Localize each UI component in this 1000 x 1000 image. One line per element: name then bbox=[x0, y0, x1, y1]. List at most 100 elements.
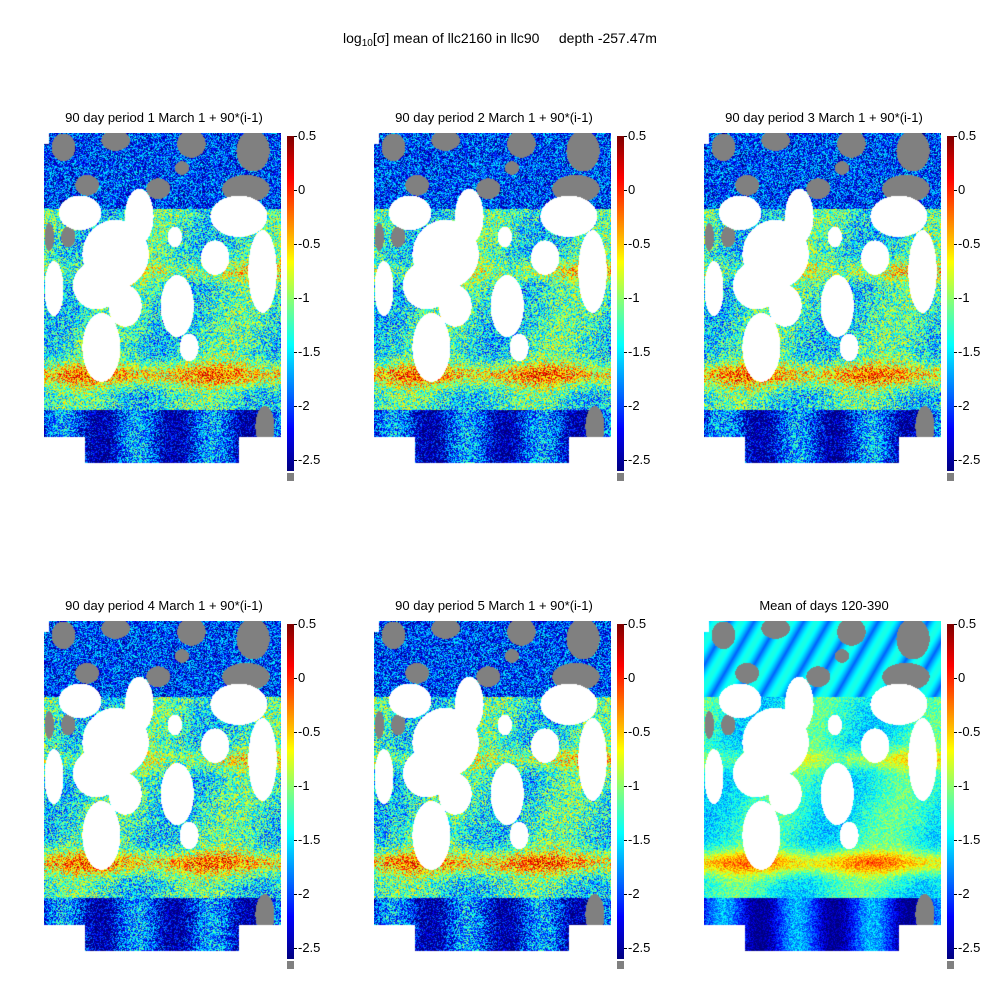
colorbar-tick-label: 0 bbox=[958, 182, 966, 197]
heatmap-image bbox=[704, 621, 941, 966]
panel-title: 90 day period 4 March 1 + 90*(i-1) bbox=[65, 598, 263, 613]
colorbar-tick bbox=[294, 894, 297, 895]
colorbar-tick-label: 0.5 bbox=[628, 616, 647, 631]
colorbar-tick bbox=[624, 732, 627, 733]
colorbar-tick bbox=[954, 840, 957, 841]
colorbar-tick bbox=[954, 678, 957, 679]
colorbar-tick-label: 0.5 bbox=[628, 128, 647, 143]
colorbar bbox=[287, 624, 294, 959]
colorbar-tick bbox=[954, 460, 957, 461]
panel-title: 90 day period 2 March 1 + 90*(i-1) bbox=[395, 110, 593, 125]
colorbar-tick-label: -1.5 bbox=[628, 832, 651, 847]
colorbar-tick bbox=[294, 460, 297, 461]
colorbar-tick bbox=[624, 406, 627, 407]
colorbar-tick-label: -1 bbox=[958, 778, 970, 793]
panel-title: Mean of days 120-390 bbox=[759, 598, 889, 613]
colorbar-tick bbox=[624, 786, 627, 787]
colorbar-tick-label: -1.5 bbox=[958, 832, 981, 847]
colorbar-tick bbox=[294, 352, 297, 353]
colorbar-tick-label: -2 bbox=[298, 398, 310, 413]
heatmap-image bbox=[44, 133, 281, 478]
colorbar bbox=[617, 624, 624, 959]
colorbar bbox=[947, 136, 954, 471]
colorbar-tick bbox=[294, 190, 297, 191]
colorbar-missing-swatch bbox=[287, 473, 294, 481]
colorbar-tick-label: 0.5 bbox=[298, 616, 317, 631]
colorbar-tick bbox=[624, 624, 627, 625]
colorbar-tick bbox=[624, 894, 627, 895]
colorbar-tick bbox=[624, 190, 627, 191]
colorbar-tick-label: -0.5 bbox=[298, 724, 321, 739]
colorbar-tick-label: -1 bbox=[298, 778, 310, 793]
colorbar-tick-label: 0 bbox=[958, 670, 966, 685]
colorbar-tick bbox=[954, 244, 957, 245]
colorbar-tick-label: -0.5 bbox=[628, 724, 651, 739]
colorbar-tick-label: -2.5 bbox=[628, 940, 651, 955]
colorbar bbox=[947, 624, 954, 959]
colorbar-tick bbox=[624, 948, 627, 949]
panel-title: 90 day period 5 March 1 + 90*(i-1) bbox=[395, 598, 593, 613]
colorbar-tick bbox=[954, 190, 957, 191]
colorbar bbox=[617, 136, 624, 471]
colorbar-tick-label: -1 bbox=[298, 290, 310, 305]
colorbar-tick bbox=[294, 136, 297, 137]
colorbar-tick-label: -1.5 bbox=[628, 344, 651, 359]
colorbar-tick-label: -1.5 bbox=[958, 344, 981, 359]
colorbar-tick bbox=[294, 732, 297, 733]
colorbar-missing-swatch bbox=[947, 961, 954, 969]
colorbar-tick bbox=[624, 352, 627, 353]
colorbar-tick-label: -0.5 bbox=[298, 236, 321, 251]
colorbar-tick-label: -2.5 bbox=[298, 452, 321, 467]
colorbar-missing-swatch bbox=[287, 961, 294, 969]
title-rest: mean of llc2160 in llc90 depth -257.47m bbox=[389, 30, 657, 46]
title-subscript: 10 bbox=[361, 38, 373, 49]
colorbar bbox=[287, 136, 294, 471]
heatmap-image bbox=[374, 621, 611, 966]
colorbar-tick bbox=[954, 786, 957, 787]
colorbar-tick-label: 0.5 bbox=[958, 616, 977, 631]
colorbar-tick-label: 0 bbox=[628, 670, 636, 685]
colorbar-tick-label: -1 bbox=[628, 778, 640, 793]
colorbar-tick bbox=[294, 244, 297, 245]
colorbar-tick bbox=[624, 840, 627, 841]
colorbar-tick-label: -0.5 bbox=[958, 724, 981, 739]
colorbar-tick-label: -2.5 bbox=[958, 940, 981, 955]
colorbar-tick bbox=[954, 624, 957, 625]
colorbar-tick bbox=[624, 678, 627, 679]
colorbar-tick-label: -0.5 bbox=[628, 236, 651, 251]
figure-title: log10[σ] mean of llc2160 in llc90 depth … bbox=[0, 30, 1000, 49]
colorbar-tick bbox=[954, 732, 957, 733]
colorbar-tick bbox=[954, 948, 957, 949]
colorbar-tick-label: -2 bbox=[958, 886, 970, 901]
colorbar-tick-label: -1 bbox=[628, 290, 640, 305]
colorbar-tick bbox=[954, 352, 957, 353]
colorbar-tick-label: -2.5 bbox=[298, 940, 321, 955]
title-sigma: [σ] bbox=[372, 30, 390, 46]
colorbar-tick-label: -2 bbox=[628, 398, 640, 413]
colorbar-tick bbox=[624, 244, 627, 245]
colorbar-tick bbox=[294, 406, 297, 407]
colorbar-tick-label: 0 bbox=[628, 182, 636, 197]
colorbar-tick-label: -1.5 bbox=[298, 832, 321, 847]
colorbar-tick bbox=[624, 136, 627, 137]
colorbar-tick-label: 0 bbox=[298, 670, 306, 685]
colorbar-tick bbox=[624, 298, 627, 299]
colorbar-tick-label: 0 bbox=[298, 182, 306, 197]
colorbar-tick bbox=[294, 678, 297, 679]
colorbar-missing-swatch bbox=[617, 473, 624, 481]
title-prefix: log bbox=[343, 30, 362, 46]
colorbar-tick bbox=[294, 298, 297, 299]
colorbar-tick-label: -2 bbox=[628, 886, 640, 901]
colorbar-tick-label: 0.5 bbox=[958, 128, 977, 143]
colorbar-tick-label: -2.5 bbox=[958, 452, 981, 467]
colorbar-tick bbox=[954, 136, 957, 137]
colorbar-tick-label: -1 bbox=[958, 290, 970, 305]
colorbar-tick bbox=[954, 298, 957, 299]
colorbar-tick-label: 0.5 bbox=[298, 128, 317, 143]
colorbar-tick bbox=[294, 786, 297, 787]
heatmap-image bbox=[374, 133, 611, 478]
colorbar-tick-label: -1.5 bbox=[298, 344, 321, 359]
colorbar-tick bbox=[954, 894, 957, 895]
panel-title: 90 day period 1 March 1 + 90*(i-1) bbox=[65, 110, 263, 125]
colorbar-missing-swatch bbox=[617, 961, 624, 969]
